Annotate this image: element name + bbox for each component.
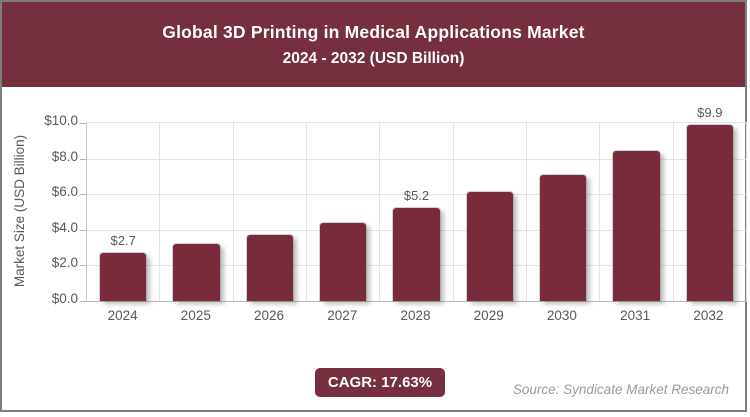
x-tick-label: 2029 [473, 308, 504, 323]
chart-title: Global 3D Printing in Medical Applicatio… [162, 21, 585, 42]
x-tick-label: 2024 [107, 308, 138, 323]
y-axis-tick [80, 265, 86, 267]
plot-column: $5.2 [380, 123, 454, 302]
plot-column [527, 123, 601, 303]
x-tick-label: 2030 [546, 308, 577, 323]
x-axis-labels: 2024 2025 2026 2027 2028 2029 2030 2031 2032 [86, 308, 745, 323]
bar-value-label: $9.9 [697, 104, 723, 120]
bar-2024 [99, 251, 148, 303]
y-tick-label: $8.0 [51, 148, 78, 164]
x-tick-label: 2026 [254, 308, 285, 323]
plot-column [454, 123, 527, 302]
bar-2025 [172, 243, 221, 302]
y-tick-label: $10.0 [44, 113, 78, 128]
y-axis-tick [80, 123, 86, 124]
y-tick-label: $6.0 [51, 184, 78, 200]
plot-column [307, 123, 381, 303]
bar-2031 [612, 150, 661, 302]
cagr-label: CAGR: 17.63% [327, 374, 433, 391]
x-tick-label: 2027 [327, 308, 358, 323]
plot-area: $2.7 $5.2 $9.9 [80, 105, 747, 303]
y-axis-tick [80, 301, 86, 302]
bar-2029 [465, 191, 514, 302]
bar-2027 [318, 221, 368, 303]
y-tick-label: $0.0 [51, 291, 78, 306]
x-tick-label: 2025 [180, 308, 211, 323]
plot-column [160, 123, 234, 302]
gridline [87, 194, 746, 196]
bar-value-label: $2.7 [110, 232, 136, 248]
y-axis-title: Market Size (USD Billion) [12, 134, 27, 288]
y-axis-tick [80, 229, 86, 231]
y-tick-label: $4.0 [51, 219, 78, 235]
chart-header: Global 3D Printing in Medical Applicatio… [2, 2, 745, 87]
bar-2026 [245, 234, 294, 302]
plot-column [600, 123, 674, 302]
y-tick-label: $2.0 [51, 255, 78, 271]
bar-2030 [538, 173, 588, 303]
gridline [87, 158, 746, 160]
x-tick-label: 2032 [693, 308, 724, 323]
x-tick-label: 2031 [620, 308, 651, 323]
y-axis-tick [80, 194, 86, 196]
plot-column [234, 123, 307, 302]
plot-column: $9.9 [674, 105, 746, 303]
cagr-badge: CAGR: 17.63% [315, 368, 445, 397]
bar-2028 [392, 207, 441, 302]
bar-value-label: $5.2 [403, 188, 430, 204]
bar-2032 [685, 123, 734, 303]
y-axis-tick [80, 158, 86, 160]
x-tick-label: 2028 [400, 308, 431, 323]
chart-subtitle: 2024 - 2032 (USD Billion) [282, 49, 465, 67]
source-credit: Source: Syndicate Market Research [512, 382, 729, 397]
plot-column: $2.7 [87, 123, 161, 303]
